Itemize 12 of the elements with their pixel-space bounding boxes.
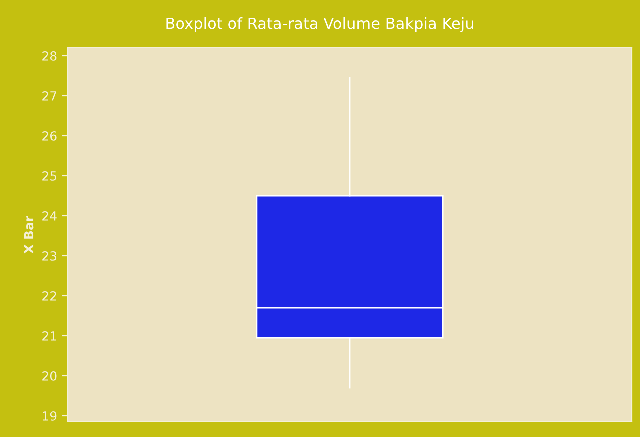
chart-title: Boxplot of Rata-rata Volume Bakpia Keju: [166, 17, 474, 32]
y-axis-title: X Bar: [24, 216, 34, 254]
y-tick-label: 21: [42, 331, 56, 341]
y-tick-label: 22: [42, 291, 56, 301]
y-tick-label: 28: [42, 51, 57, 61]
y-tick-label: 19: [43, 411, 57, 421]
y-tick-label: 24: [42, 211, 57, 221]
y-tick-label: 27: [42, 91, 57, 101]
y-tick-label: 23: [42, 251, 57, 261]
y-tick-label: 20: [42, 371, 57, 381]
y-tick-label: 26: [42, 131, 57, 141]
y-tick-label: 25: [42, 171, 56, 181]
